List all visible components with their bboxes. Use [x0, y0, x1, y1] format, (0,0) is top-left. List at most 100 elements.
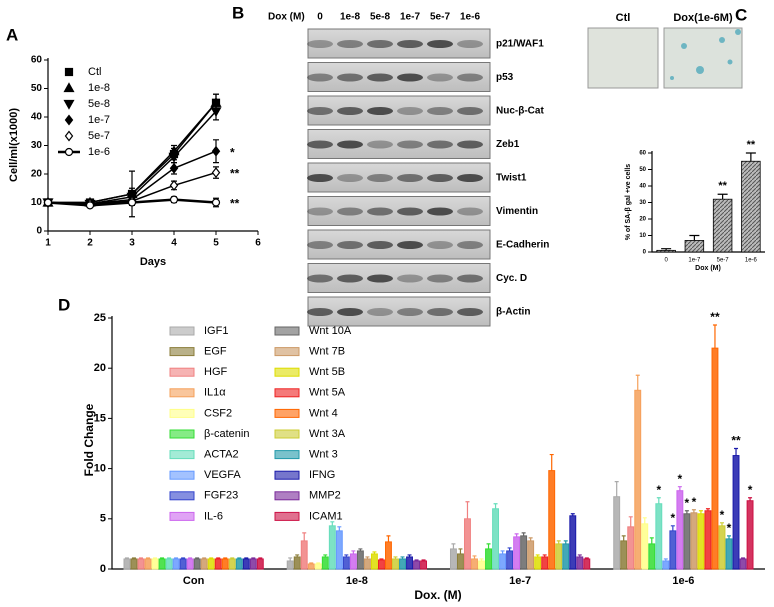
- marker: [210, 107, 222, 118]
- y-axis-label: Fold Change: [82, 403, 96, 476]
- bar: [697, 513, 705, 570]
- bar: [739, 558, 747, 570]
- error-bar: [528, 537, 533, 541]
- annotation: *: [748, 483, 753, 497]
- annotation: *: [727, 521, 732, 535]
- legend-label: IFNG: [309, 469, 335, 481]
- legend-swatch: [169, 429, 195, 439]
- band: [427, 308, 453, 316]
- x-tick-label: 1e-7: [688, 258, 701, 264]
- legend-label: 1e-8: [88, 82, 110, 94]
- error-bar: [642, 517, 647, 524]
- bar: [704, 510, 712, 570]
- band: [457, 207, 483, 216]
- bar: [356, 550, 364, 570]
- band: [337, 207, 363, 216]
- panel-label: B: [232, 3, 244, 22]
- bar: [555, 543, 563, 570]
- band: [367, 73, 393, 82]
- legend-swatch: [274, 388, 300, 398]
- marker: [211, 198, 221, 207]
- bar: [656, 249, 676, 253]
- bar: [485, 548, 492, 570]
- legend-label: Wnt 5B: [309, 366, 345, 378]
- y-tick-label: 50: [639, 167, 646, 173]
- error-bar: [451, 543, 456, 549]
- x-tick-label: 2: [87, 238, 93, 249]
- band: [397, 207, 423, 216]
- x-tick-label: 6: [255, 238, 261, 249]
- x-tick-label: Con: [183, 575, 205, 587]
- legend-swatch: [274, 470, 300, 480]
- bar: [406, 556, 413, 570]
- band: [427, 207, 453, 216]
- bar: [541, 556, 549, 570]
- error-bar: [288, 557, 293, 561]
- row-label: Cyc. D: [496, 273, 527, 284]
- error-bar: [621, 535, 626, 541]
- band: [397, 107, 423, 115]
- y-tick-label: 20: [94, 362, 106, 374]
- y-tick-label: 40: [31, 112, 43, 123]
- bar: [457, 553, 464, 570]
- legend-swatch: [169, 408, 195, 418]
- bar: [307, 563, 315, 570]
- legend-label: IL-6: [204, 510, 223, 522]
- annotation: *: [671, 511, 676, 525]
- legend-label: β-catenin: [204, 428, 249, 440]
- marker: [169, 179, 179, 191]
- band: [457, 140, 483, 149]
- marker: [63, 82, 75, 93]
- bar: [193, 558, 201, 570]
- band: [397, 40, 423, 48]
- error-bar: [635, 374, 640, 391]
- marker: [85, 201, 95, 210]
- band: [307, 274, 333, 283]
- band: [337, 73, 363, 82]
- legend-swatch: [169, 450, 195, 460]
- bar: [613, 496, 621, 570]
- error-bar: [563, 540, 568, 544]
- error-bar: [458, 548, 463, 554]
- error-bar: [748, 497, 753, 501]
- x-tick-label: 5: [213, 238, 219, 249]
- legend-label: VEGFA: [204, 469, 241, 481]
- bar: [534, 556, 542, 570]
- marker: [64, 114, 74, 126]
- bar: [363, 558, 371, 570]
- y-tick-label: 30: [31, 140, 43, 151]
- annotation: *: [692, 495, 697, 509]
- lane-label: 5e-8: [370, 12, 390, 23]
- bar: [449, 548, 457, 570]
- bar: [214, 558, 222, 570]
- bar: [499, 553, 507, 570]
- bar: [342, 556, 350, 570]
- band: [397, 73, 423, 82]
- micrograph-ctl: [587, 27, 659, 89]
- y-tick-label: 0: [100, 563, 106, 575]
- bar: [627, 526, 635, 570]
- annotation: *: [678, 472, 683, 486]
- band: [337, 140, 363, 149]
- y-tick-label: 60: [31, 55, 43, 66]
- x-tick-label: 1e-7: [509, 575, 531, 587]
- bar: [370, 553, 378, 570]
- y-tick-label: 20: [639, 217, 646, 223]
- bar: [669, 530, 677, 570]
- band: [307, 107, 333, 115]
- error-bar: [549, 453, 554, 471]
- band: [457, 241, 483, 249]
- y-tick-label: 0: [643, 250, 647, 256]
- bar: [655, 503, 663, 570]
- legend-swatch: [274, 491, 300, 501]
- bar: [228, 558, 236, 570]
- blot-header: Dox (M): [268, 12, 305, 23]
- row-label: Twist1: [496, 173, 527, 184]
- band: [337, 107, 363, 115]
- row-label: Nuc-β-Cat: [496, 106, 544, 117]
- legend-label: HGF: [204, 366, 228, 378]
- bar: [328, 525, 336, 570]
- annotation: *: [720, 508, 725, 522]
- error-bar: [386, 535, 391, 542]
- band: [457, 73, 483, 82]
